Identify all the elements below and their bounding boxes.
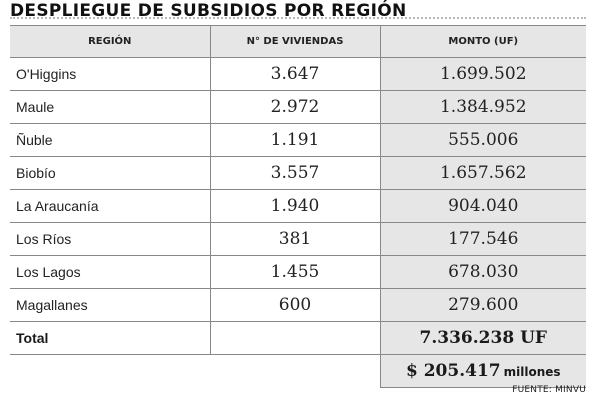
header-row: REGIÓN N° DE VIVIENDAS MONTO (UF) bbox=[10, 25, 586, 58]
column-header-region: REGIÓN bbox=[10, 25, 210, 58]
source-note: FUENTE: MINVU bbox=[512, 385, 586, 395]
column-header-monto: MONTO (UF) bbox=[379, 25, 586, 58]
monto-cell: 555.006 bbox=[379, 123, 586, 157]
region-cell: Maule bbox=[10, 90, 210, 124]
table-row: Biobío 3.557 1.657.562 bbox=[10, 156, 586, 190]
region-cell: La Araucanía bbox=[10, 189, 210, 223]
viviendas-cell: 381 bbox=[209, 222, 380, 256]
table-title: DESPLIEGUE DE SUBSIDIOS POR REGIÓN bbox=[10, 1, 407, 21]
monto-cell: 1.699.502 bbox=[379, 57, 586, 91]
pesos-row: $ 205.417 millones bbox=[10, 354, 586, 388]
region-cell: O'Higgins bbox=[10, 57, 210, 91]
viviendas-cell: 1.940 bbox=[209, 189, 380, 223]
monto-cell: 279.600 bbox=[379, 288, 586, 322]
table-row: O'Higgins 3.647 1.699.502 bbox=[10, 57, 586, 91]
subsidies-table: REGIÓN N° DE VIVIENDAS MONTO (UF) O'Higg… bbox=[10, 25, 586, 388]
region-cell: Magallanes bbox=[10, 288, 210, 322]
region-cell: Los Ríos bbox=[10, 222, 210, 256]
viviendas-cell: 3.647 bbox=[209, 57, 380, 91]
table-row: Los Lagos 1.455 678.030 bbox=[10, 255, 586, 289]
region-cell: Biobío bbox=[10, 156, 210, 190]
pesos-unit: millones bbox=[503, 365, 561, 379]
total-row: Total 7.336.238 UF bbox=[10, 321, 586, 355]
viviendas-cell: 1.455 bbox=[209, 255, 380, 289]
region-cell: Los Lagos bbox=[10, 255, 210, 289]
region-cell: Ñuble bbox=[10, 123, 210, 157]
pesos-value: $ 205.417 bbox=[405, 361, 501, 381]
monto-cell: 1.657.562 bbox=[379, 156, 586, 190]
monto-cell: 1.384.952 bbox=[379, 90, 586, 124]
monto-cell: 177.546 bbox=[379, 222, 586, 256]
viviendas-cell: 2.972 bbox=[209, 90, 380, 124]
viviendas-cell: 600 bbox=[209, 288, 380, 322]
monto-cell: 904.040 bbox=[379, 189, 586, 223]
pesos-cell: $ 205.417 millones bbox=[379, 354, 586, 388]
total-label: Total bbox=[10, 321, 210, 355]
table-row: La Araucanía 1.940 904.040 bbox=[10, 189, 586, 223]
monto-cell: 678.030 bbox=[379, 255, 586, 289]
viviendas-cell: 3.557 bbox=[209, 156, 380, 190]
total-monto: 7.336.238 UF bbox=[379, 321, 586, 355]
total-empty-cell bbox=[209, 321, 380, 355]
table-row: Los Ríos 381 177.546 bbox=[10, 222, 586, 256]
table-row: Ñuble 1.191 555.006 bbox=[10, 123, 586, 157]
column-header-viviendas: N° DE VIVIENDAS bbox=[209, 25, 380, 58]
table-row: Magallanes 600 279.600 bbox=[10, 288, 586, 322]
viviendas-cell: 1.191 bbox=[209, 123, 380, 157]
pesos-blank-cell bbox=[10, 355, 380, 388]
table-row: Maule 2.972 1.384.952 bbox=[10, 90, 586, 124]
title-divider bbox=[10, 17, 586, 19]
